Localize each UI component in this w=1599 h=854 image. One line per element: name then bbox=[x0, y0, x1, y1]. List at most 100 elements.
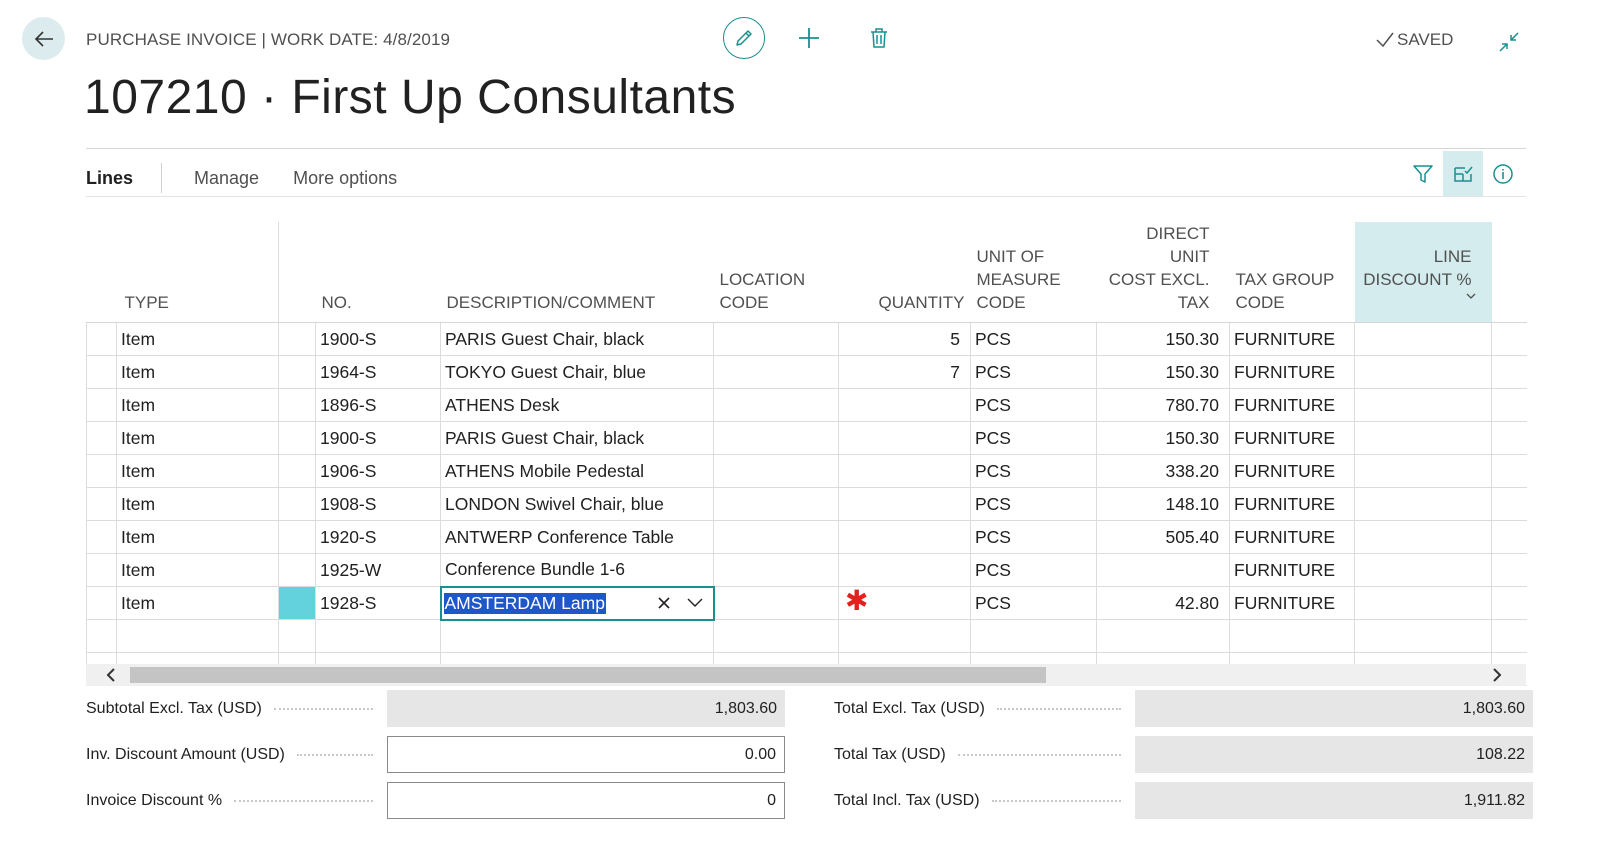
table-row[interactable]: Item 1906-S ATHENS Mobile Pedestal PCS 3… bbox=[86, 454, 1527, 488]
cell-quantity[interactable] bbox=[838, 454, 971, 488]
cell-uom[interactable]: PCS bbox=[970, 388, 1097, 422]
cell-discount[interactable] bbox=[1354, 388, 1492, 422]
cell-uom[interactable]: PCS bbox=[970, 454, 1097, 488]
cell-no[interactable] bbox=[315, 619, 441, 653]
cell-cost[interactable]: 780.70 bbox=[1096, 388, 1230, 422]
cell-cost[interactable]: 42.80 bbox=[1096, 586, 1230, 620]
row-marker[interactable] bbox=[86, 619, 117, 653]
row-marker[interactable] bbox=[86, 388, 117, 422]
cell-cost[interactable]: 150.30 bbox=[1096, 322, 1230, 356]
cell-type[interactable]: Item bbox=[116, 487, 279, 521]
cell-quantity[interactable]: 7 bbox=[838, 355, 971, 389]
cell-location[interactable] bbox=[713, 487, 839, 521]
row-marker[interactable] bbox=[86, 355, 117, 389]
cell-no[interactable]: 1900-S bbox=[315, 322, 441, 356]
col-taxgroup-header[interactable]: TAX GROUP CODE bbox=[1229, 222, 1355, 323]
cell-discount[interactable] bbox=[1354, 586, 1492, 620]
cell-taxgroup[interactable]: FURNITURE bbox=[1229, 421, 1355, 455]
cell-location[interactable] bbox=[713, 421, 839, 455]
cell-location[interactable] bbox=[713, 388, 839, 422]
cell-location[interactable] bbox=[713, 553, 839, 587]
cell-taxgroup[interactable] bbox=[1229, 619, 1355, 653]
cell-uom[interactable]: PCS bbox=[970, 421, 1097, 455]
cell-cost[interactable] bbox=[1096, 553, 1230, 587]
table-row[interactable]: Item 1964-S TOKYO Guest Chair, blue 7 PC… bbox=[86, 355, 1527, 389]
cell-cost[interactable]: 338.20 bbox=[1096, 454, 1230, 488]
table-row-empty[interactable] bbox=[86, 619, 1527, 653]
cell-quantity[interactable] bbox=[838, 619, 971, 653]
cell-location[interactable] bbox=[713, 355, 839, 389]
row-marker[interactable] bbox=[86, 487, 117, 521]
cell-taxgroup[interactable]: FURNITURE bbox=[1229, 388, 1355, 422]
cell-type[interactable]: Item bbox=[116, 421, 279, 455]
edit-button[interactable] bbox=[723, 17, 765, 59]
cell-quantity[interactable] bbox=[838, 487, 971, 521]
cell-quantity[interactable]: ✱ bbox=[838, 586, 971, 620]
col-quantity-header[interactable]: QUANTITY bbox=[838, 222, 971, 323]
cell-type[interactable] bbox=[116, 619, 279, 653]
cell-quantity[interactable] bbox=[838, 421, 971, 455]
cell-taxgroup[interactable]: FURNITURE bbox=[1229, 355, 1355, 389]
cell-uom[interactable]: PCS bbox=[970, 487, 1097, 521]
table-row[interactable]: Item 1908-S LONDON Swivel Chair, blue PC… bbox=[86, 487, 1527, 521]
cell-blank[interactable] bbox=[278, 619, 316, 653]
row-marker[interactable] bbox=[86, 586, 117, 620]
cell-discount[interactable] bbox=[1354, 454, 1492, 488]
scrollbar-thumb[interactable] bbox=[130, 667, 1046, 683]
description-input[interactable]: AMSTERDAM Lamp bbox=[443, 589, 712, 618]
cell-discount[interactable] bbox=[1354, 421, 1492, 455]
cell-no[interactable]: 1928-S bbox=[315, 586, 441, 620]
cell-blank[interactable] bbox=[278, 520, 316, 554]
table-row[interactable]: Item 1896-S ATHENS Desk PCS 780.70 FURNI… bbox=[86, 388, 1527, 422]
col-cost-header[interactable]: DIRECT UNIT COST EXCL. TAX bbox=[1096, 222, 1230, 323]
cell-description[interactable]: ATHENS Mobile Pedestal bbox=[440, 454, 714, 488]
cell-location[interactable] bbox=[713, 619, 839, 653]
cell-type[interactable]: Item bbox=[116, 553, 279, 587]
row-marker[interactable] bbox=[86, 421, 117, 455]
inv-discount-amount-field[interactable]: 0.00 bbox=[387, 736, 785, 773]
cell-type[interactable]: Item bbox=[116, 454, 279, 488]
cell-no[interactable]: 1896-S bbox=[315, 388, 441, 422]
cell-cost[interactable] bbox=[1096, 619, 1230, 653]
cell-quantity[interactable]: 5 bbox=[838, 322, 971, 356]
horizontal-scrollbar[interactable] bbox=[86, 664, 1526, 686]
cell-blank[interactable] bbox=[278, 421, 316, 455]
cell-blank[interactable] bbox=[278, 355, 316, 389]
tab-more-options[interactable]: More options bbox=[293, 167, 398, 188]
back-button[interactable] bbox=[22, 17, 65, 60]
row-marker[interactable] bbox=[86, 553, 117, 587]
chevron-down-icon[interactable] bbox=[687, 598, 703, 608]
cell-taxgroup[interactable]: FURNITURE bbox=[1229, 322, 1355, 356]
cell-uom[interactable]: PCS bbox=[970, 586, 1097, 620]
personalize-button[interactable] bbox=[1443, 151, 1483, 196]
cell-discount[interactable] bbox=[1354, 355, 1492, 389]
cell-discount[interactable] bbox=[1354, 553, 1492, 587]
tab-lines[interactable]: Lines bbox=[86, 167, 134, 188]
cell-no[interactable]: 1925-W bbox=[315, 553, 441, 587]
cell-cost[interactable]: 505.40 bbox=[1096, 520, 1230, 554]
delete-button[interactable] bbox=[867, 24, 891, 52]
table-row[interactable]: Item 1900-S PARIS Guest Chair, black PCS… bbox=[86, 421, 1527, 455]
cell-discount[interactable] bbox=[1354, 520, 1492, 554]
row-marker[interactable] bbox=[86, 322, 117, 356]
table-row-active[interactable]: Item 1928-S AMSTERDAM Lamp ✱ bbox=[86, 585, 1527, 621]
table-row[interactable]: Item 1900-S PARIS Guest Chair, black 5 P… bbox=[86, 322, 1527, 356]
col-no-header[interactable]: NO. bbox=[315, 222, 441, 323]
cell-type[interactable]: Item bbox=[116, 388, 279, 422]
cell-taxgroup[interactable]: FURNITURE bbox=[1229, 553, 1355, 587]
cell-description-editor[interactable]: AMSTERDAM Lamp bbox=[439, 585, 715, 621]
cell-blank[interactable] bbox=[278, 553, 316, 587]
cell-taxgroup[interactable]: FURNITURE bbox=[1229, 586, 1355, 620]
chevron-left-icon[interactable] bbox=[102, 666, 120, 684]
description-input-value[interactable]: AMSTERDAM Lamp bbox=[443, 592, 606, 614]
tab-manage[interactable]: Manage bbox=[194, 167, 260, 188]
cell-type[interactable]: Item bbox=[116, 322, 279, 356]
cell-blank[interactable] bbox=[278, 388, 316, 422]
table-row[interactable]: Item 1920-S ANTWERP Conference Table PCS… bbox=[86, 520, 1527, 554]
cell-no[interactable]: 1920-S bbox=[315, 520, 441, 554]
filter-button[interactable] bbox=[1403, 151, 1443, 196]
cell-description[interactable]: PARIS Guest Chair, black bbox=[440, 322, 714, 356]
cell-location[interactable] bbox=[713, 586, 839, 620]
row-marker[interactable] bbox=[86, 454, 117, 488]
row-marker[interactable] bbox=[86, 520, 117, 554]
